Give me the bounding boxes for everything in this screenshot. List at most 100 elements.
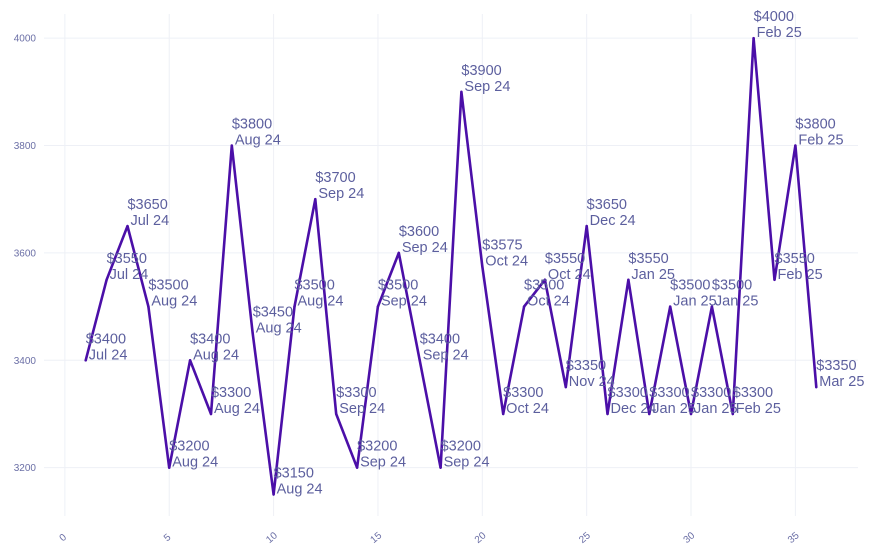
data-point [293, 305, 296, 308]
value-label: $3200 [441, 439, 481, 455]
date-label: Dec 24 [590, 213, 636, 229]
date-label: Jan 25 [673, 294, 717, 310]
value-label: $3150 [274, 466, 314, 482]
value-label: $3600 [399, 224, 439, 240]
date-label: Feb 25 [736, 401, 781, 417]
value-label: $3200 [357, 439, 397, 455]
date-label: Aug 24 [256, 320, 302, 336]
value-label: $3300 [608, 385, 648, 401]
date-label: Aug 24 [297, 294, 343, 310]
date-label: Jan 25 [652, 401, 696, 417]
date-label: Sep 24 [464, 79, 510, 95]
value-label: $3900 [461, 63, 501, 79]
date-label: Aug 24 [214, 401, 260, 417]
data-point [710, 305, 714, 308]
x-tick-label: 35 [786, 530, 802, 546]
value-label: $3300 [649, 385, 689, 401]
value-label: $3550 [545, 251, 585, 267]
value-label: $3350 [566, 358, 606, 374]
value-label: $3500 [378, 278, 418, 294]
series-layer [84, 36, 818, 496]
data-point [272, 493, 275, 496]
date-label: Nov 24 [569, 374, 615, 390]
value-label: $3550 [628, 251, 668, 267]
data-point [815, 385, 818, 389]
data-point [230, 144, 234, 147]
date-label: Aug 24 [151, 294, 197, 310]
date-label: Oct 24 [548, 267, 591, 283]
data-point [418, 359, 421, 362]
series-line [84, 36, 818, 496]
value-label: $3550 [775, 251, 815, 267]
data-point [731, 412, 734, 416]
date-label: Mar 25 [819, 374, 864, 390]
date-label: Feb 25 [757, 25, 802, 41]
x-tick-label: 30 [682, 530, 698, 546]
value-label: $3300 [211, 385, 251, 401]
data-point [689, 412, 693, 416]
x-tick-label: 20 [473, 530, 489, 546]
data-point [668, 305, 672, 308]
data-point [314, 198, 317, 201]
value-label: $3575 [482, 237, 522, 253]
date-label: Sep 24 [381, 294, 427, 310]
data-point [168, 466, 171, 469]
data-point [648, 412, 651, 416]
data-point [84, 359, 87, 362]
data-point [355, 466, 359, 469]
data-point [543, 278, 547, 281]
date-label: Aug 24 [172, 455, 218, 471]
data-point [209, 412, 213, 416]
data-point [251, 332, 254, 335]
value-label: $3650 [127, 197, 167, 213]
data-point [335, 412, 338, 416]
date-label: Aug 24 [193, 347, 239, 363]
value-label: $3400 [190, 331, 230, 347]
data-point [439, 466, 442, 469]
data-point [794, 144, 797, 147]
date-label: Oct 24 [485, 253, 528, 269]
y-tick-label: 3400 [14, 356, 37, 367]
value-label: $3500 [670, 278, 710, 294]
date-label: Feb 25 [778, 267, 823, 283]
date-label: Sep 24 [402, 240, 448, 256]
y-tick-label: 4000 [14, 34, 37, 45]
data-point [522, 305, 526, 308]
value-label: $3300 [336, 385, 376, 401]
data-point [376, 305, 380, 308]
y-tick-label: 3200 [14, 463, 37, 474]
value-label: $3200 [169, 439, 209, 455]
value-label: $3500 [294, 278, 334, 294]
date-label: Dec 24 [611, 401, 657, 417]
x-tick-label: 15 [369, 530, 385, 546]
value-label: $3400 [420, 331, 460, 347]
data-point [397, 251, 401, 255]
data-point [481, 265, 484, 268]
value-label: $3400 [86, 331, 126, 347]
data-point [585, 224, 588, 228]
x-tick-label: 0 [58, 532, 70, 544]
date-label: Oct 24 [527, 294, 570, 310]
value-label: $3300 [691, 385, 731, 401]
x-tick-label: 5 [162, 532, 174, 544]
value-label: $3500 [712, 278, 752, 294]
data-point [564, 385, 567, 389]
date-label: Aug 24 [277, 482, 323, 498]
value-label: $3650 [587, 197, 627, 213]
date-label: Jul 24 [110, 267, 149, 283]
data-point [460, 90, 463, 94]
data-point [105, 278, 108, 281]
value-label: $3700 [315, 170, 355, 186]
date-label: Sep 24 [360, 455, 406, 471]
value-label: $3500 [524, 278, 564, 294]
data-point [126, 224, 129, 228]
value-label: $4000 [754, 9, 794, 25]
data-point [627, 278, 630, 281]
value-label: $3450 [253, 304, 293, 320]
value-label: $3300 [733, 385, 773, 401]
date-label: Oct 24 [506, 401, 549, 417]
data-point [773, 278, 776, 281]
date-label: Sep 24 [339, 401, 385, 417]
